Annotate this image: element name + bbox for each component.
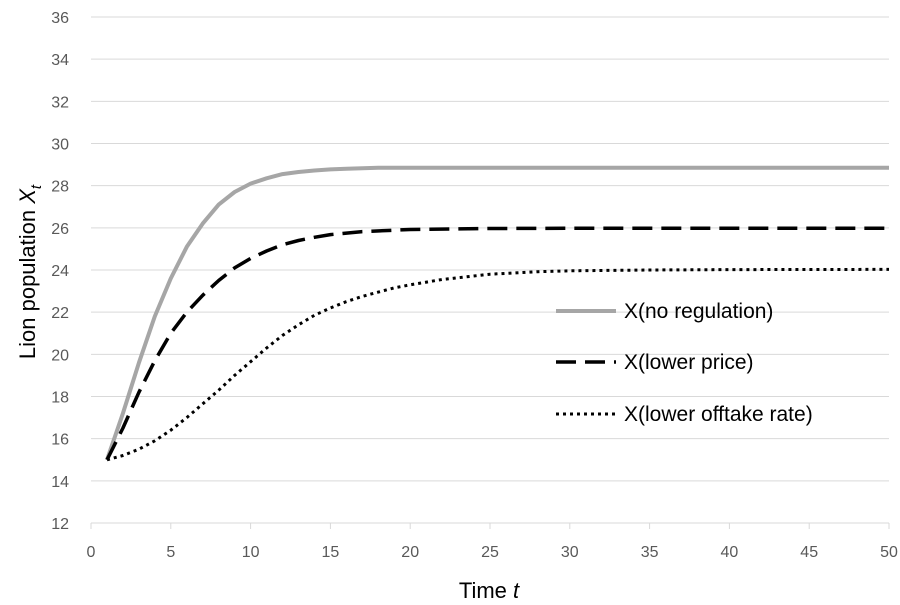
series-line-3 (106, 267, 890, 462)
y-tick-label: 36 (51, 10, 69, 27)
gridlines (90, 16, 890, 529)
x-tick-label: 40 (721, 544, 739, 561)
y-tick-label: 18 (51, 390, 69, 407)
y-tick-label: 28 (51, 179, 69, 196)
y-tick-label: 34 (51, 52, 69, 69)
x-tick-label: 50 (880, 544, 898, 561)
legend-label-2: X(lower price) (624, 351, 754, 374)
x-tick-label: 15 (322, 544, 340, 561)
legend-label-3: X(lower offtake rate) (624, 403, 813, 426)
x-tick-label: 0 (87, 544, 96, 561)
y-tick-label: 32 (51, 94, 69, 111)
y-axis-title: Lion population Xt (15, 184, 45, 359)
x-axis-title-main: Time (459, 578, 513, 603)
legend: X(no regulation) X(lower price) X(lower of… (556, 300, 813, 426)
x-tick-label: 20 (401, 544, 419, 561)
y-tick-label: 12 (51, 516, 69, 533)
y-axis-title-variable: X (15, 188, 40, 205)
y-tick-label: 22 (51, 305, 69, 322)
x-tick-labels: 0 5 10 15 20 25 30 35 40 45 50 (87, 544, 898, 561)
y-tick-label: 30 (51, 137, 69, 154)
y-tick-label: 16 (51, 432, 69, 449)
x-tick-label: 5 (166, 544, 175, 561)
series-line-2 (105, 226, 889, 461)
x-tick-label: 35 (641, 544, 659, 561)
series-lines (105, 165, 890, 462)
x-tick-label: 10 (242, 544, 260, 561)
x-axis-title: Time t (459, 578, 520, 603)
y-tick-label: 26 (51, 221, 69, 238)
y-tick-label: 20 (51, 347, 69, 364)
x-tick-label: 45 (800, 544, 818, 561)
legend-label-1: X(no regulation) (624, 300, 773, 323)
x-tick-label: 30 (561, 544, 579, 561)
series-line-1 (105, 165, 889, 461)
y-tick-label: 24 (51, 263, 69, 280)
x-axis-title-variable: t (513, 578, 520, 603)
y-axis-title-subscript: t (28, 184, 45, 189)
y-axis-title-main: Lion population (15, 204, 40, 359)
x-tick-label: 25 (481, 544, 499, 561)
y-tick-label: 14 (51, 474, 69, 491)
y-tick-labels: 12 14 16 18 20 22 24 26 28 30 32 34 36 (51, 10, 69, 533)
